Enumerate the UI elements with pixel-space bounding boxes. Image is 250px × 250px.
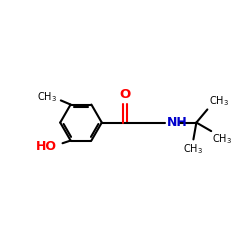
Text: CH$_3$: CH$_3$	[37, 90, 57, 104]
Text: CH$_3$: CH$_3$	[208, 95, 229, 108]
Text: CH$_3$: CH$_3$	[184, 142, 204, 156]
Text: CH$_3$: CH$_3$	[212, 132, 233, 146]
Text: NH: NH	[166, 116, 187, 129]
Text: HO: HO	[36, 140, 57, 153]
Text: O: O	[120, 88, 130, 101]
